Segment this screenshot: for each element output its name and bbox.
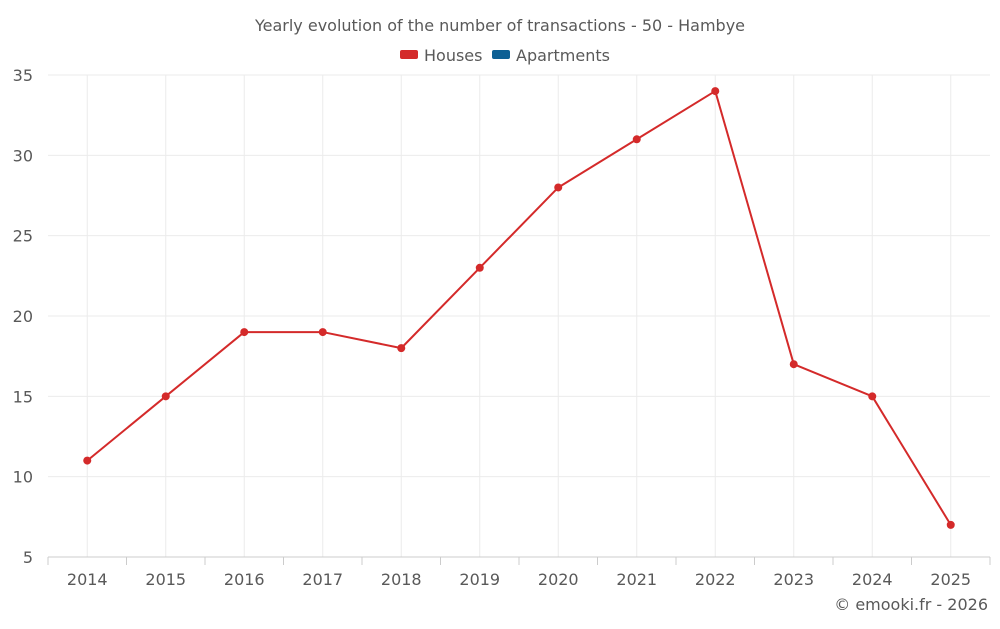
data-point[interactable] [711, 87, 720, 96]
x-tick-label: 2016 [224, 570, 265, 589]
x-axis-ticks: 2014 2015 2016 2017 2018 2019 2020 2021 2022 2023… [67, 570, 971, 589]
x-tick-label: 2014 [67, 570, 108, 589]
legend: Houses Apartments [400, 46, 610, 65]
legend-label-houses[interactable]: Houses [424, 46, 482, 65]
data-point[interactable] [475, 263, 484, 272]
y-tick-label: 20 [13, 307, 33, 326]
legend-swatch-apartments [492, 50, 510, 59]
x-tick-label: 2025 [930, 570, 971, 589]
x-tick-label: 2023 [773, 570, 814, 589]
y-tick-label: 25 [13, 227, 33, 246]
data-point[interactable] [554, 183, 563, 192]
y-tick-label: 30 [13, 146, 33, 165]
legend-label-apartments[interactable]: Apartments [516, 46, 610, 65]
x-tick-label: 2015 [145, 570, 186, 589]
data-point[interactable] [397, 344, 406, 353]
data-point[interactable] [632, 135, 641, 144]
x-tick-label: 2017 [302, 570, 343, 589]
x-tick-label: 2022 [695, 570, 736, 589]
series-layer [83, 87, 955, 529]
credit-text: © emooki.fr - 2026 [834, 595, 988, 614]
x-tick-label: 2024 [852, 570, 893, 589]
y-tick-label: 5 [23, 548, 33, 567]
data-point[interactable] [318, 328, 327, 337]
data-point[interactable] [789, 360, 798, 369]
y-tick-label: 15 [13, 387, 33, 406]
legend-swatch-houses [400, 50, 418, 59]
data-point[interactable] [868, 392, 877, 401]
x-tick-label: 2019 [459, 570, 500, 589]
x-tick-label: 2021 [616, 570, 657, 589]
y-tick-label: 35 [13, 66, 33, 85]
x-tick-label: 2018 [381, 570, 422, 589]
x-tick-label: 2020 [538, 570, 579, 589]
chart-title: Yearly evolution of the number of transa… [254, 16, 745, 35]
data-point[interactable] [240, 328, 249, 337]
gridlines [48, 74, 990, 557]
data-point[interactable] [161, 392, 170, 401]
y-tick-label: 10 [13, 468, 33, 487]
data-point[interactable] [83, 456, 92, 465]
series-line-houses [86, 90, 952, 526]
y-axis-ticks: 5 10 15 20 25 30 35 [13, 66, 33, 567]
axes [47, 556, 991, 565]
data-point[interactable] [946, 520, 955, 529]
